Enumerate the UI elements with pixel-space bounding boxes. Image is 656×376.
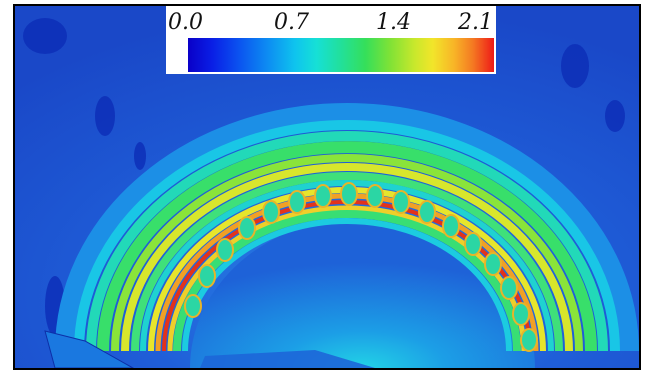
legend-tick-2: 1.4 xyxy=(376,10,411,35)
scalloped-bumps xyxy=(184,182,538,352)
bottom-left-plate xyxy=(44,330,135,368)
legend-colorbar xyxy=(188,38,494,72)
color-legend: 0.0 0.7 1.4 2.1 xyxy=(166,6,496,74)
bottom-center-sheet xyxy=(200,350,375,368)
legend-tick-0: 0.0 xyxy=(168,10,203,35)
legend-tick-3: 2.1 xyxy=(458,10,493,35)
legend-tick-1: 0.7 xyxy=(274,10,309,35)
inner-hub xyxy=(190,217,535,368)
